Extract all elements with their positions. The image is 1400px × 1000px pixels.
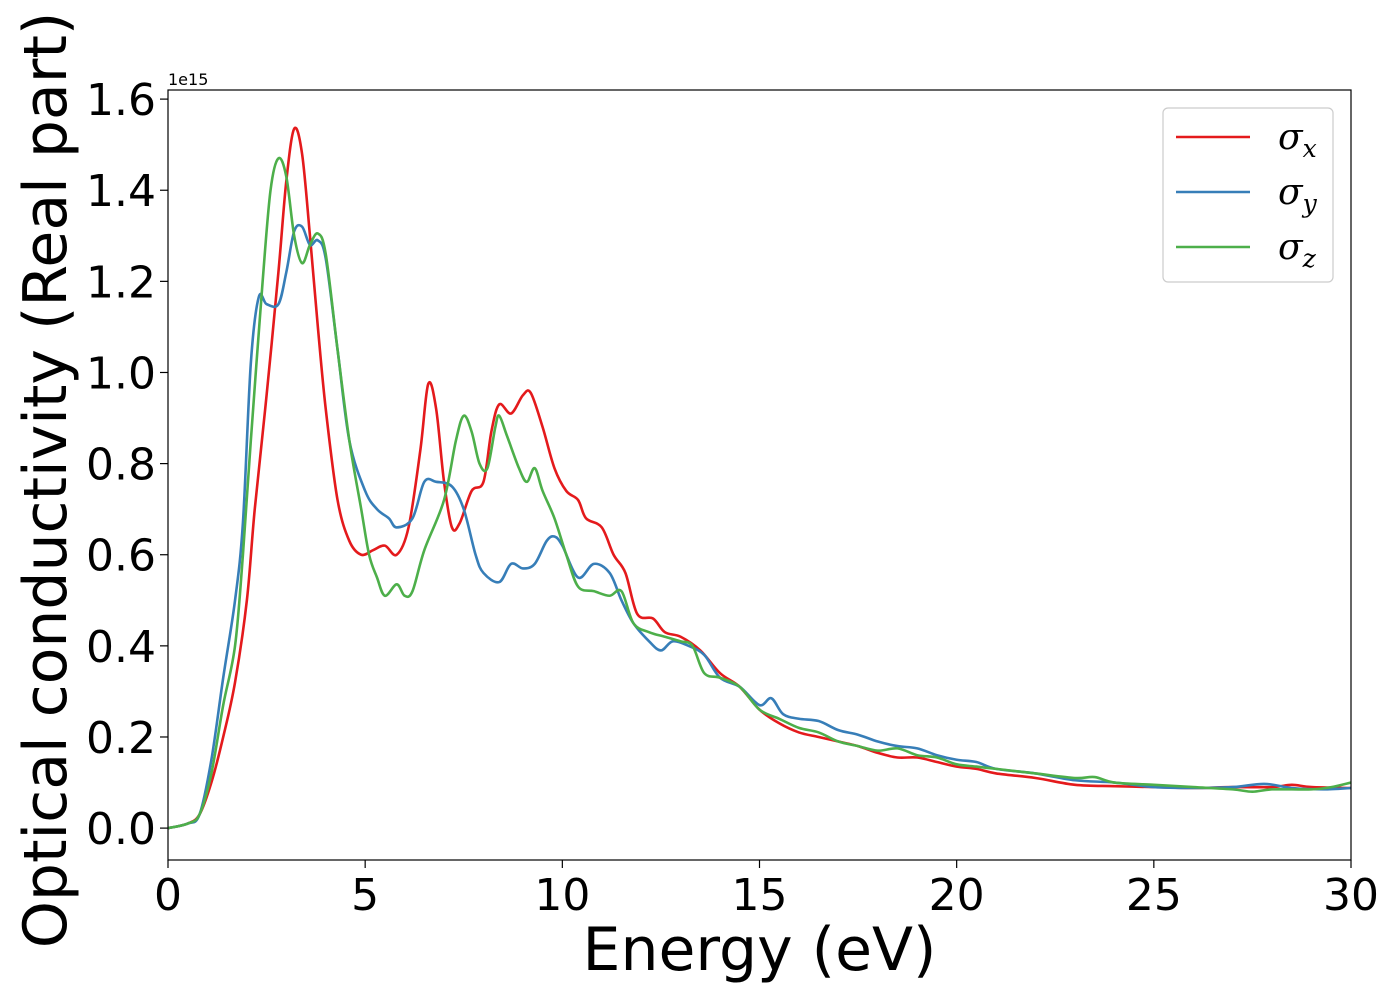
x-tick-label: 25	[1126, 870, 1182, 921]
y-tick-label: 1.2	[86, 257, 156, 308]
x-tick-label: 0	[154, 870, 182, 921]
y-tick-label: 1.6	[86, 75, 156, 126]
x-tick-label: 10	[534, 870, 590, 921]
y-tick-label: 0.6	[86, 531, 156, 582]
x-tick-label: 5	[351, 870, 379, 921]
y-offset-label: 1e15	[168, 70, 208, 89]
legend: σx σy σz	[1162, 107, 1334, 283]
x-axis: 0 5 10 15 20 25 30	[154, 860, 1379, 921]
x-tick-label: 15	[732, 870, 788, 921]
legend-label-sigma-z: σz	[1278, 227, 1317, 273]
y-tick-label: 0.4	[86, 622, 156, 673]
y-tick-label: 0.8	[86, 440, 156, 491]
legend-label-sigma-y: σy	[1278, 172, 1318, 218]
y-tick-label: 0.0	[86, 804, 156, 855]
y-tick-label: 1.0	[86, 348, 156, 399]
x-axis-label: Energy (eV)	[583, 915, 937, 985]
series-line-sigma-y	[168, 223, 1351, 830]
legend-frame	[1162, 107, 1334, 283]
x-tick-label: 30	[1323, 870, 1379, 921]
y-tick-label: 0.2	[86, 713, 156, 764]
y-axis: 0.0 0.2 0.4 0.6 0.8 1.0 1.2 1.4 1.6	[86, 75, 168, 855]
series-line-sigma-x	[168, 126, 1351, 830]
x-tick-label: 20	[929, 870, 985, 921]
y-axis-label: Optical conductivity (Real part)	[11, 12, 81, 949]
series-line-sigma-z	[168, 156, 1351, 830]
y-tick-label: 1.4	[86, 166, 156, 217]
legend-label-sigma-x: σx	[1278, 117, 1317, 163]
series-layer	[168, 126, 1351, 830]
